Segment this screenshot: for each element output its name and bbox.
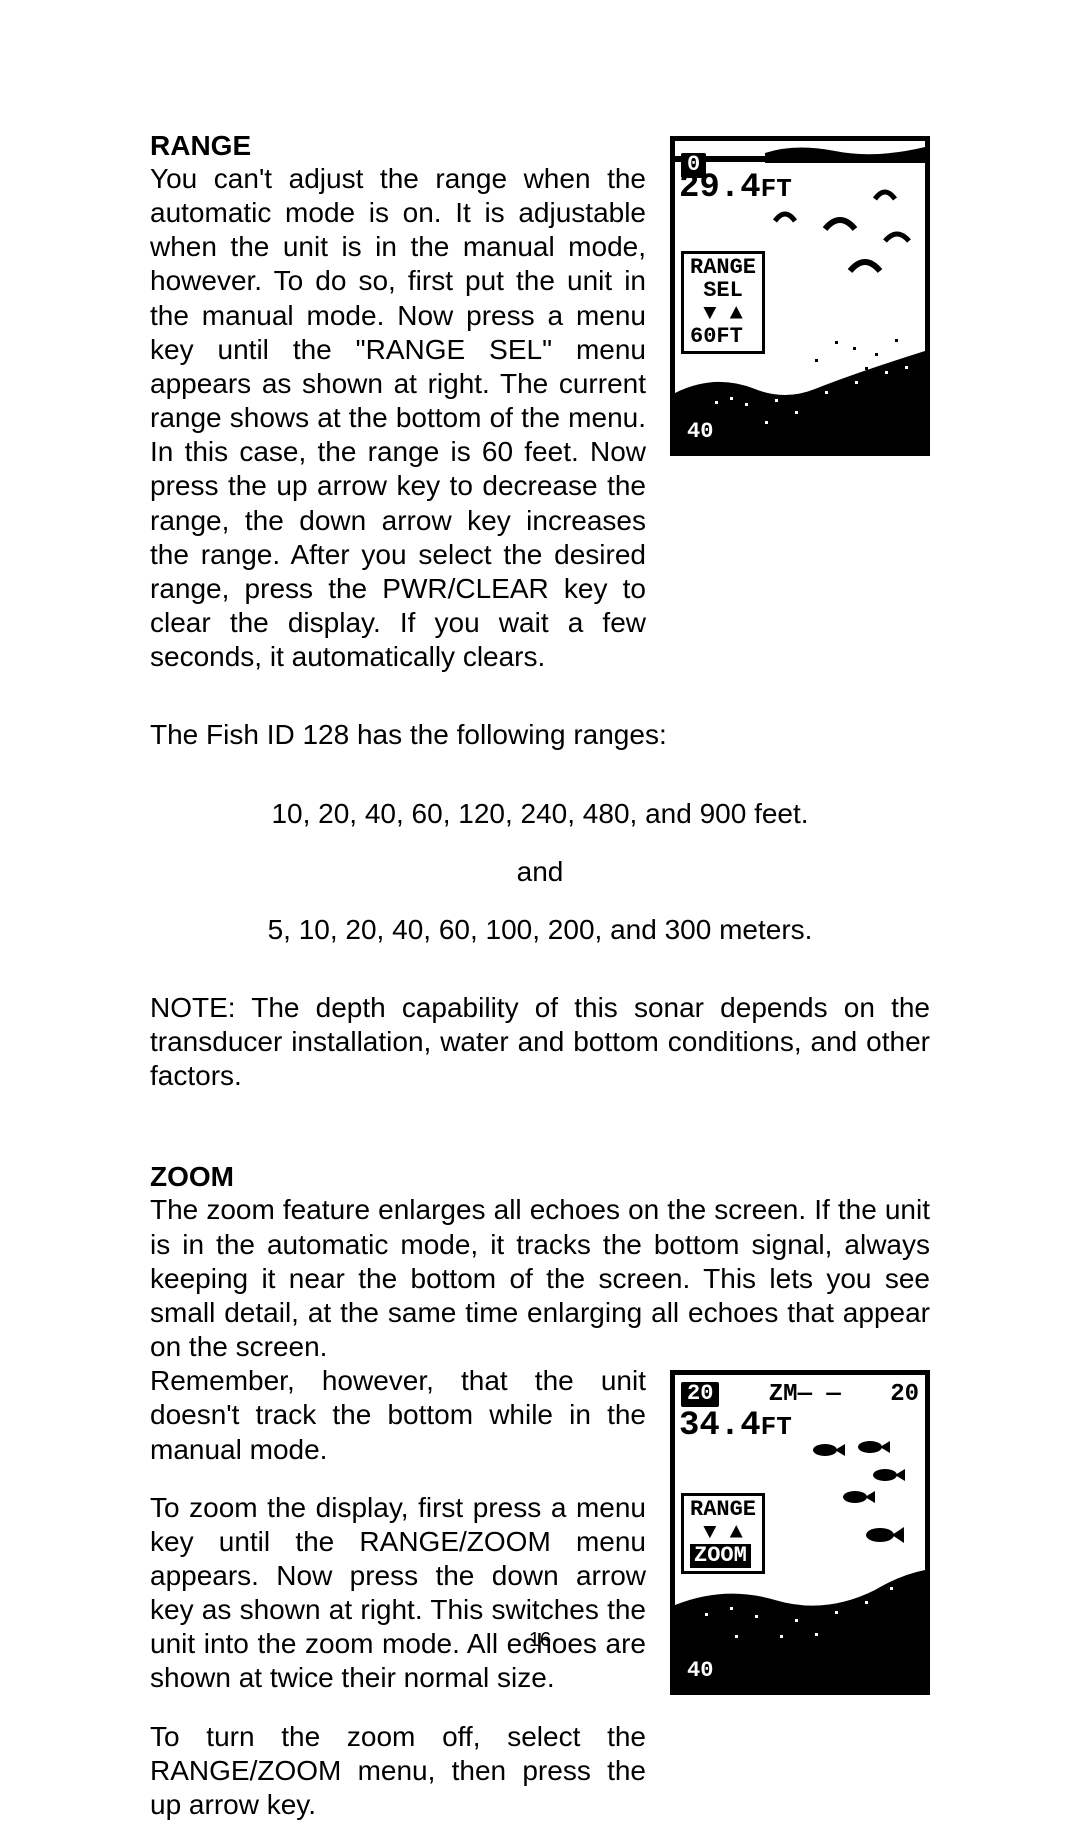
sonar2-zm-label: ZM— — xyxy=(727,1381,882,1408)
sonar1-depth-unit: FT xyxy=(761,174,792,204)
sonar2-bottom-badge-label: 40 xyxy=(681,1659,719,1684)
range-section: RANGE You can't adjust the range when th… xyxy=(150,130,930,674)
sonar1-menu-box: RANGE SEL ▼ ▲ 60FT xyxy=(681,251,765,354)
sonar2-menu-zoom-inv: ZOOM xyxy=(690,1544,751,1567)
ranges-feet: 10, 20, 40, 60, 120, 240, 480, and 900 f… xyxy=(150,797,930,831)
zoom-body3: To zoom the display, first press a menu … xyxy=(150,1491,646,1696)
ranges-intro: The Fish ID 128 has the following ranges… xyxy=(150,718,930,752)
sonar1-menu-arrows: ▼ ▲ xyxy=(690,302,756,325)
sonar2-menu-line1: RANGE xyxy=(690,1498,756,1521)
zoom-heading: ZOOM xyxy=(150,1161,930,1193)
sonar2-top-left-badge: 20 xyxy=(681,1382,719,1407)
ranges-meters: 5, 10, 20, 40, 60, 100, 200, and 300 met… xyxy=(150,913,930,947)
sonar-screenshot-range: 0 29.4FT RANGE SEL ▼ ▲ 60FT 40 xyxy=(670,136,930,456)
range-text-column: RANGE You can't adjust the range when th… xyxy=(150,130,646,674)
sonar2-menu-arrows: ▼ ▲ xyxy=(690,1521,756,1544)
range-heading: RANGE xyxy=(150,130,646,162)
sonar1-bottom-badge: 40 xyxy=(681,412,719,445)
sonar1-menu-line2: SEL xyxy=(690,279,756,302)
zoom-body4: To turn the zoom off, select the RANGE/Z… xyxy=(150,1720,646,1822)
sonar2-top-row: 20 ZM— — 20 xyxy=(681,1381,919,1408)
sonar1-menu-line1: RANGE xyxy=(690,256,756,279)
zoom-lower-row: Remember, however, that the unit doesn't… xyxy=(150,1364,930,1822)
sonar1-menu-value: 60FT xyxy=(690,325,756,348)
zoom-text-column: Remember, however, that the unit doesn't… xyxy=(150,1364,646,1822)
sonar2-depth-value: 34.4 xyxy=(679,1409,761,1443)
sonar1-depth: 29.4FT xyxy=(679,171,792,205)
range-body: You can't adjust the range when the auto… xyxy=(150,162,646,674)
zoom-body1: The zoom feature enlarges all echoes on … xyxy=(150,1193,930,1364)
sonar2-top-right: 20 xyxy=(890,1381,919,1408)
sonar1-depth-value: 29.4 xyxy=(679,171,761,205)
sonar2-menu-box: RANGE ▼ ▲ ZOOM xyxy=(681,1493,765,1573)
sonar2-bottom-badge: 40 xyxy=(681,1651,719,1684)
page-number: 16 xyxy=(0,1629,1080,1652)
manual-page: RANGE You can't adjust the range when th… xyxy=(0,0,1080,1682)
zoom-body2: Remember, however, that the unit doesn't… xyxy=(150,1364,646,1466)
sonar1-bottom-badge-label: 40 xyxy=(681,420,719,445)
sonar2-depth-unit: FT xyxy=(761,1412,792,1442)
range-note: NOTE: The depth capability of this sonar… xyxy=(150,991,930,1093)
sonar2-depth: 34.4FT xyxy=(679,1409,792,1443)
ranges-and: and xyxy=(150,855,930,889)
